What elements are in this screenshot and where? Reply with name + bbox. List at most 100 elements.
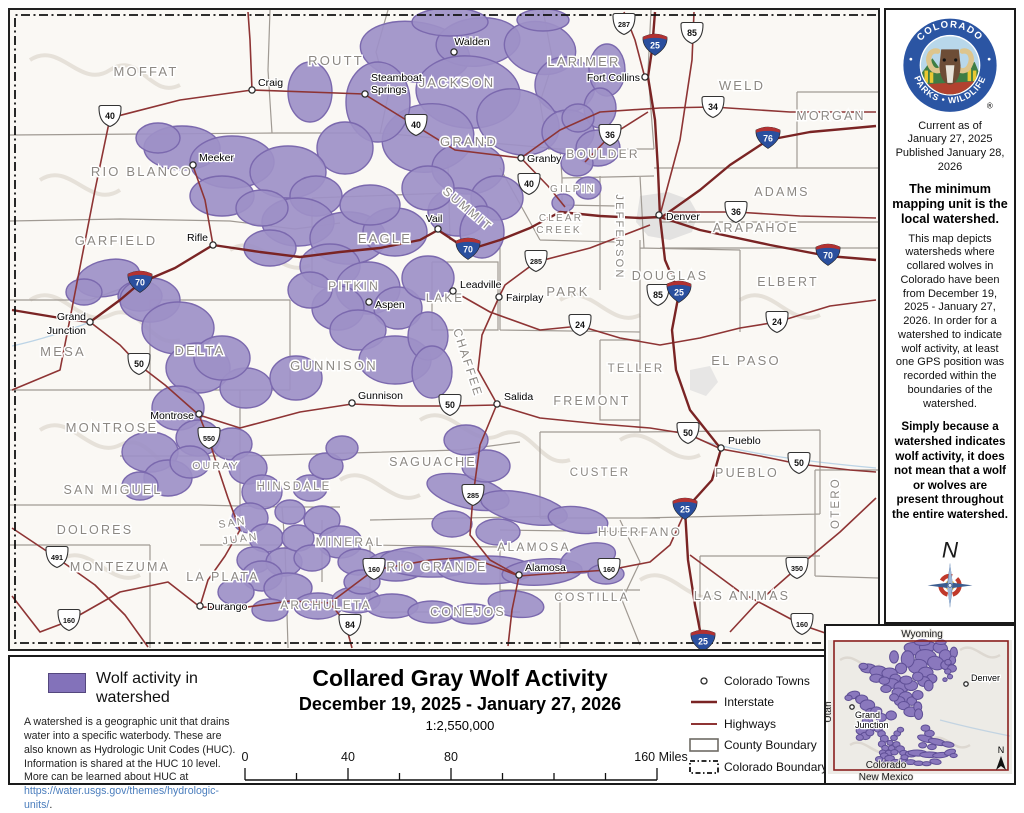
town-label: Springs [371, 84, 407, 96]
svg-text:287: 287 [618, 20, 630, 29]
info-sidebar: COLORADO PARKS • WILDLIFE ® Current as o… [884, 8, 1016, 624]
interstate-shield: 70 [455, 237, 481, 260]
county-labels: MOFFAT ROUTT JACKSON LARIMER WELD MORGAN RIO B… [39, 52, 865, 621]
county-label: CLEAR [539, 213, 583, 224]
inset-state-label: New Mexico [859, 772, 914, 783]
current-as-of-label: Current as of [918, 119, 982, 132]
county-label: MINERAL [316, 535, 385, 549]
cpw-logo: COLORADO PARKS • WILDLIFE ® [903, 18, 997, 112]
us-route-shield: 40 [404, 113, 428, 137]
county-symbol [689, 738, 719, 753]
rivers [11, 321, 877, 469]
town-marker [641, 73, 649, 81]
county-label: MORGAN [796, 109, 865, 123]
town-label: Leadville [460, 279, 502, 291]
town-marker [434, 225, 442, 233]
inset-state-label: Colorado [866, 760, 907, 771]
county-label: GILPIN [550, 184, 596, 195]
scale-label: 40 [341, 750, 355, 764]
inset-state-label: Utah [826, 701, 834, 722]
wolf-activity-swatch [48, 673, 86, 693]
registered-mark: ® [987, 101, 993, 110]
map-title: Collared Gray Wolf Activity [312, 665, 608, 691]
svg-text:34: 34 [708, 102, 718, 112]
huc-note-text: A watershed is a geographic unit that dr… [24, 716, 236, 784]
county-label: COSTILLA [554, 590, 630, 604]
svg-text:25: 25 [680, 504, 690, 514]
county-label: GRAND [440, 134, 498, 149]
town-label: Denver [971, 673, 1000, 683]
town-label: Walden [454, 36, 489, 48]
town-marker [195, 410, 203, 418]
us-route-shield: 287 [612, 12, 636, 36]
county-label: PITKIN [328, 279, 380, 293]
us-route-shield: 50 [787, 451, 811, 475]
legend-item-state: Colorado Boundary [684, 756, 834, 778]
state-symbol [689, 759, 719, 774]
county-label: ALAMOSA [497, 540, 570, 554]
published-date: Published January 28, 2026 [895, 147, 1005, 173]
legend-item-county: County Boundary [684, 735, 834, 757]
svg-text:40: 40 [524, 179, 534, 189]
svg-text:85: 85 [653, 290, 663, 300]
interstate-shield: 25 [672, 497, 698, 520]
county-label: ROUTT [308, 53, 364, 68]
colorado-springs-urban-area [690, 366, 718, 396]
us-route-shield: 85 [680, 21, 704, 45]
us-route-shield: 40 [98, 104, 122, 128]
huc-link[interactable]: https://water.usgs.gov/themes/hydrologic… [24, 785, 219, 811]
svg-text:160: 160 [368, 565, 380, 574]
us-route-shield: 85 [646, 283, 670, 307]
legend-item-label: Highways [724, 716, 777, 731]
svg-text:36: 36 [731, 207, 741, 217]
town-label: Fort Collins [587, 72, 640, 84]
county-label: LAKE [426, 293, 464, 305]
interstate-symbol [691, 700, 717, 704]
legend-item-label: County Boundary [724, 738, 817, 753]
wolf-presence-disclaimer: Simply because a watershed indicates wol… [892, 420, 1008, 521]
svg-text:24: 24 [575, 320, 585, 330]
us-route-shield: 160 [57, 608, 81, 632]
terrain-texture [28, 53, 821, 600]
north-compass: N [927, 537, 973, 608]
legend-item-label: Colorado Boundary [724, 759, 828, 774]
county-label: SAGUACHE [389, 455, 477, 469]
county-label: GARFIELD [75, 233, 158, 248]
town-label: Craig [258, 77, 283, 89]
county-label: WELD [719, 78, 765, 93]
svg-text:50: 50 [683, 428, 693, 438]
legend-item-interstate: Interstate [684, 692, 834, 714]
us-route-shield: 24 [765, 310, 789, 334]
town-label: Granby [527, 153, 562, 165]
county-label: JACKSON [419, 75, 496, 90]
svg-text:40: 40 [105, 111, 115, 121]
colorado-state-boundary [14, 14, 876, 644]
interstate-shield: 70 [127, 270, 153, 293]
county-label: PUEBLO [715, 466, 779, 480]
town-marker [963, 681, 969, 687]
county-label: CREEK [536, 225, 581, 236]
north-label: N [942, 537, 959, 562]
scale-label: 160 Miles [634, 750, 688, 764]
interstate-shield: 25 [690, 629, 716, 649]
us-route-shield: 34 [701, 95, 725, 119]
county-label: BOULDER [566, 147, 639, 161]
interstate-shield: 70 [815, 243, 841, 266]
scale-label: 0 [242, 750, 249, 764]
town-label: Grand [855, 710, 880, 720]
inset-colorado-outline [833, 640, 1009, 771]
svg-text:50: 50 [794, 458, 804, 468]
town-label: Salida [504, 391, 533, 403]
us-route-shield: 50 [438, 393, 462, 417]
inset-river [939, 719, 1011, 737]
town-marker [348, 399, 356, 407]
town-marker [450, 48, 458, 56]
county-label: LAS ANIMAS [694, 589, 790, 603]
svg-text:70: 70 [823, 250, 833, 260]
us-route-shield: 40 [517, 172, 541, 196]
colorado-map: MOFFAT ROUTT JACKSON LARIMER WELD MORGAN RIO B… [10, 10, 878, 649]
town-label: Aspen [375, 299, 405, 311]
svg-text:70: 70 [463, 244, 473, 254]
